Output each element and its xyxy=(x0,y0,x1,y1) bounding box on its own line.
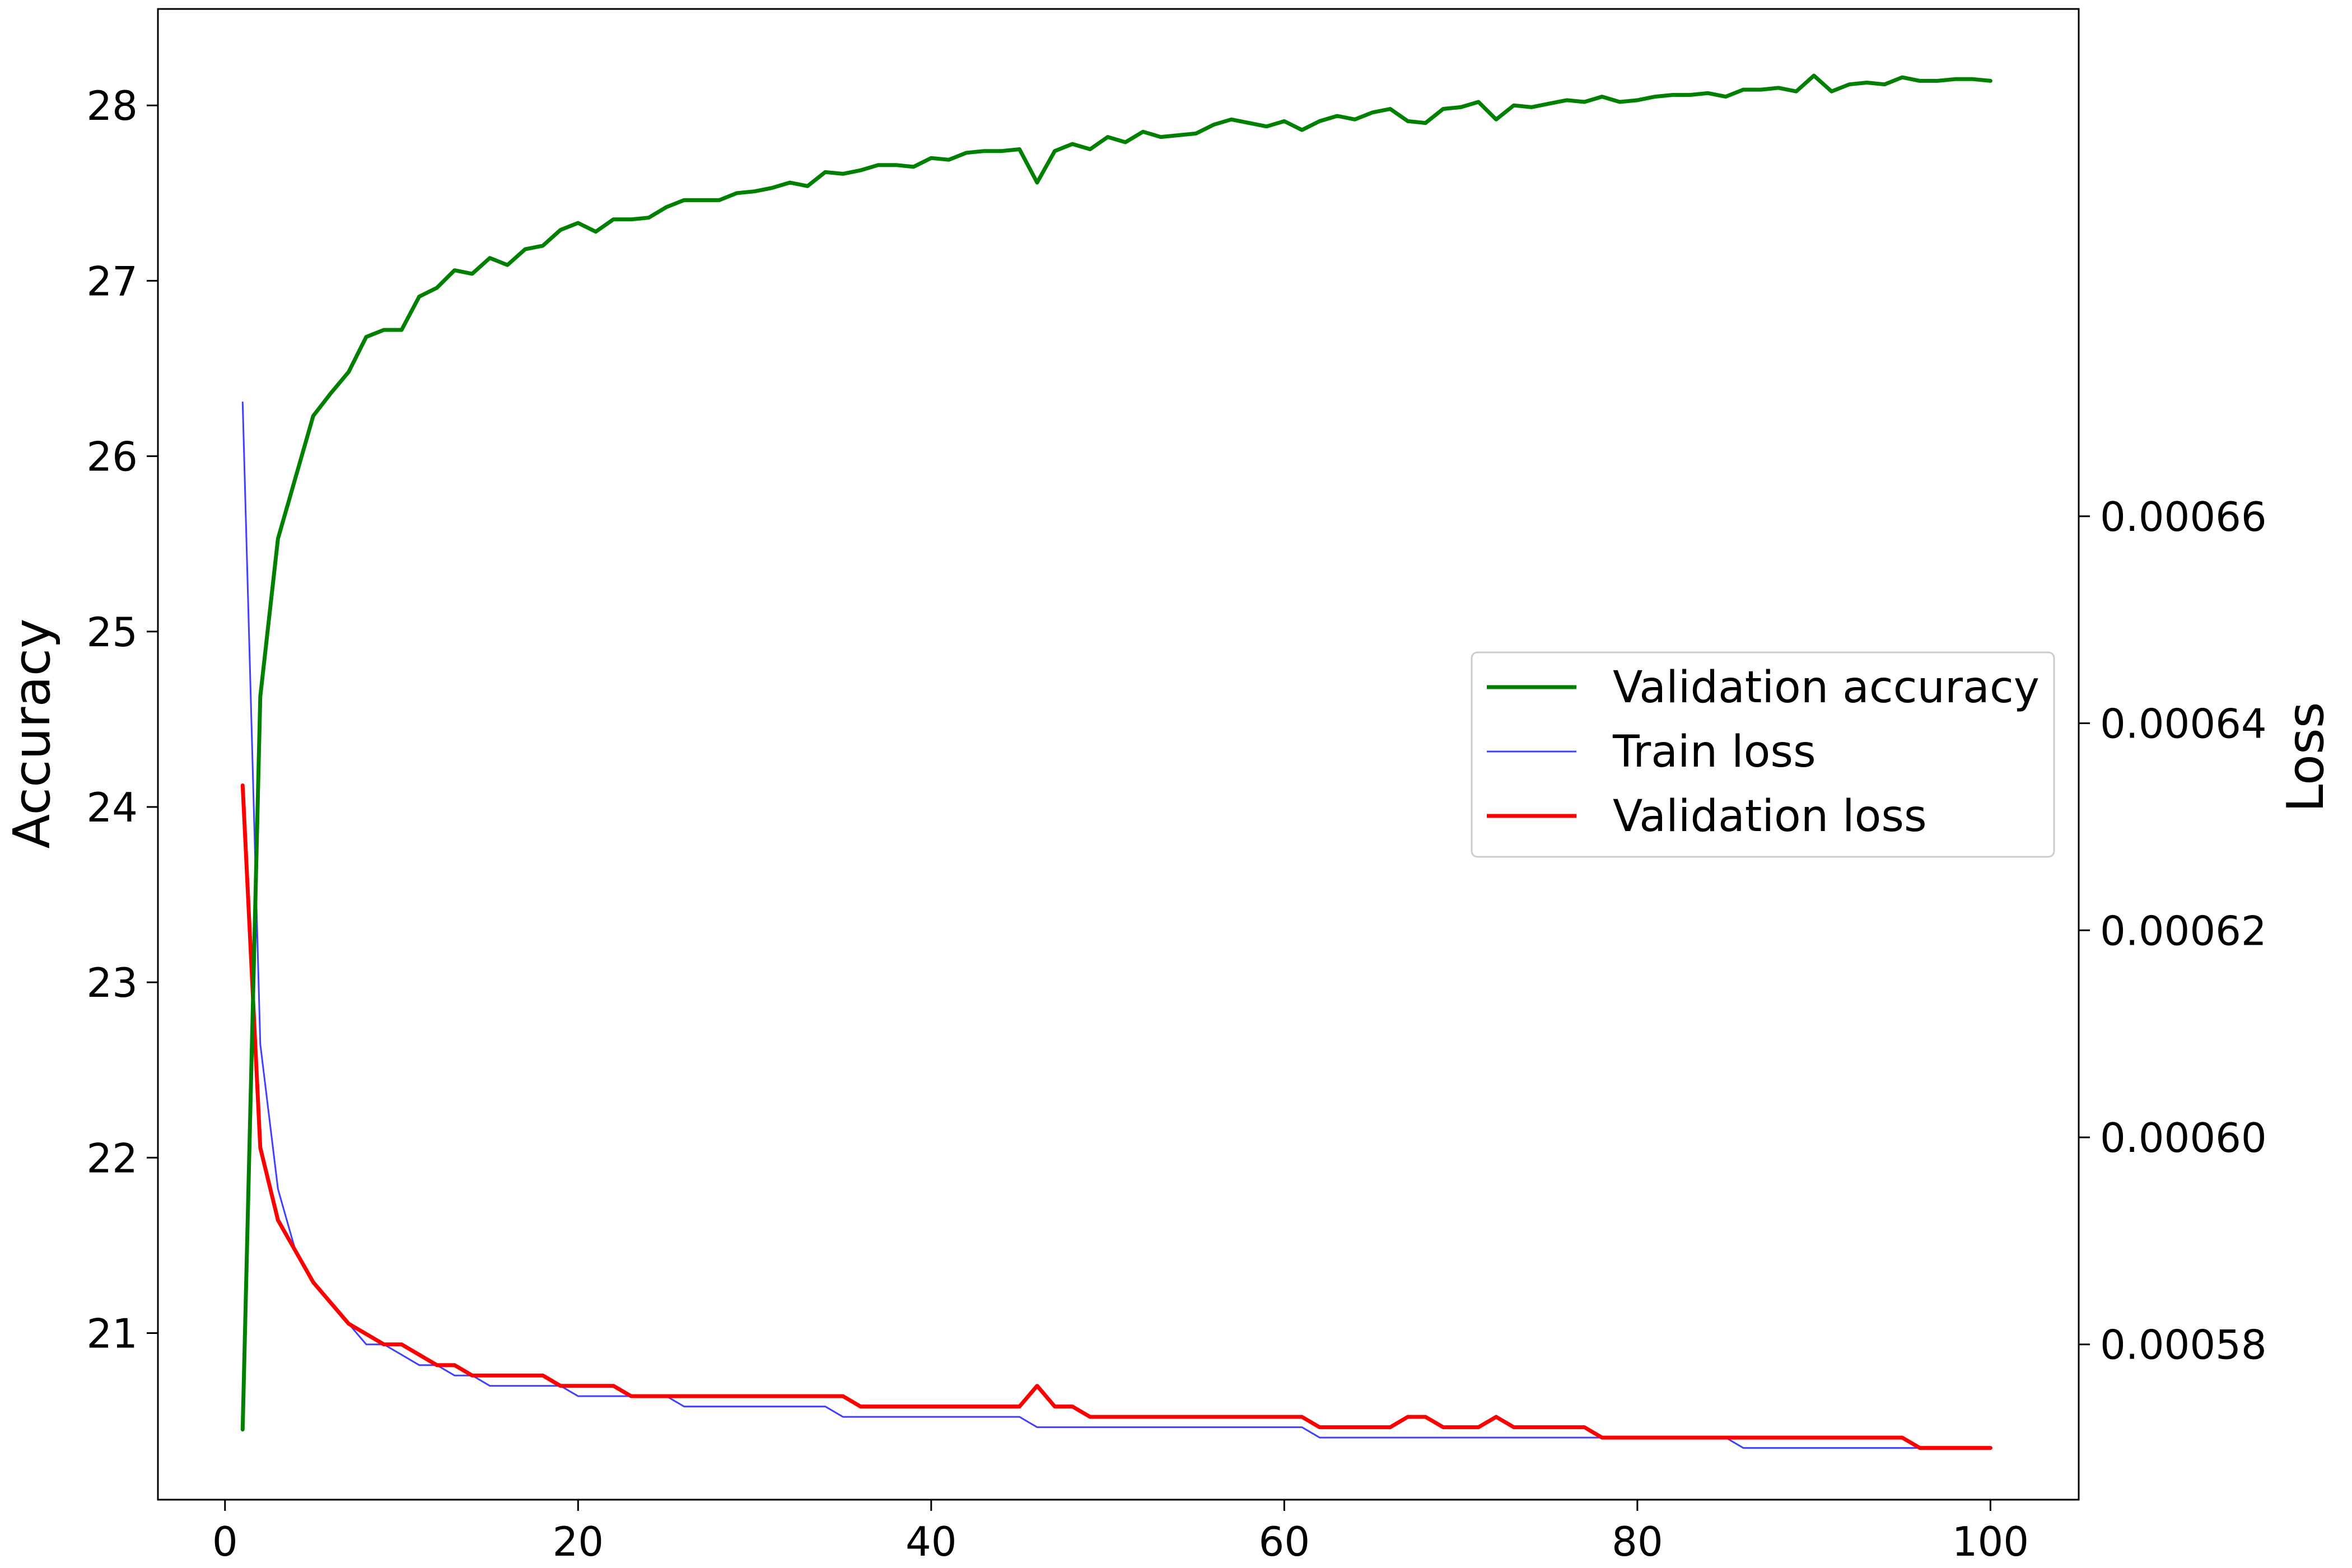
right-y-axis: 0.00058 0.00060 0.00062 0.00064 0.00066 xyxy=(2079,493,2267,1369)
x-axis: 0 20 40 60 80 100 xyxy=(212,1500,2029,1565)
x-tick-label: 40 xyxy=(906,1518,957,1565)
series-layer xyxy=(240,73,1992,1450)
y-left-tick-label: 22 xyxy=(86,1135,138,1182)
y-right-tick-label: 0.00064 xyxy=(2100,701,2267,748)
y-left-tick-label: 21 xyxy=(86,1310,138,1357)
y-right-tick-label: 0.00060 xyxy=(2100,1114,2267,1161)
left-axis-title: Accuracy xyxy=(3,619,62,849)
y-left-tick-label: 27 xyxy=(86,258,138,305)
x-tick-label: 0 xyxy=(212,1518,238,1565)
left-y-axis: 21 22 23 24 25 26 27 28 xyxy=(86,82,158,1357)
x-tick-label: 80 xyxy=(1612,1518,1663,1565)
legend-label-validation-loss: Validation loss xyxy=(1613,791,1927,842)
legend-label-train-loss: Train loss xyxy=(1612,727,1816,777)
y-right-tick-label: 0.00058 xyxy=(2100,1322,2267,1369)
y-left-tick-label: 24 xyxy=(86,784,138,831)
series-line-validation-loss xyxy=(240,783,1992,1450)
y-left-tick-label: 26 xyxy=(86,433,138,480)
y-right-tick-label: 0.00062 xyxy=(2100,907,2267,954)
series-line-validation-accuracy xyxy=(240,73,1992,1432)
y-left-tick-label: 25 xyxy=(86,609,138,656)
right-axis-title: Loss xyxy=(2276,702,2335,812)
x-tick-label: 20 xyxy=(553,1518,604,1565)
y-left-tick-label: 28 xyxy=(86,82,138,129)
y-left-tick-label: 23 xyxy=(86,959,138,1006)
plot-frame xyxy=(157,8,2080,1501)
legend-box xyxy=(1471,651,2055,858)
y-right-tick-label: 0.00066 xyxy=(2100,493,2267,540)
x-tick-label: 60 xyxy=(1259,1518,1310,1565)
legend: Validation accuracy Train loss Validation … xyxy=(1471,651,2055,858)
x-tick-label: 100 xyxy=(1952,1518,2029,1565)
legend-label-validation-accuracy: Validation accuracy xyxy=(1613,662,2040,713)
